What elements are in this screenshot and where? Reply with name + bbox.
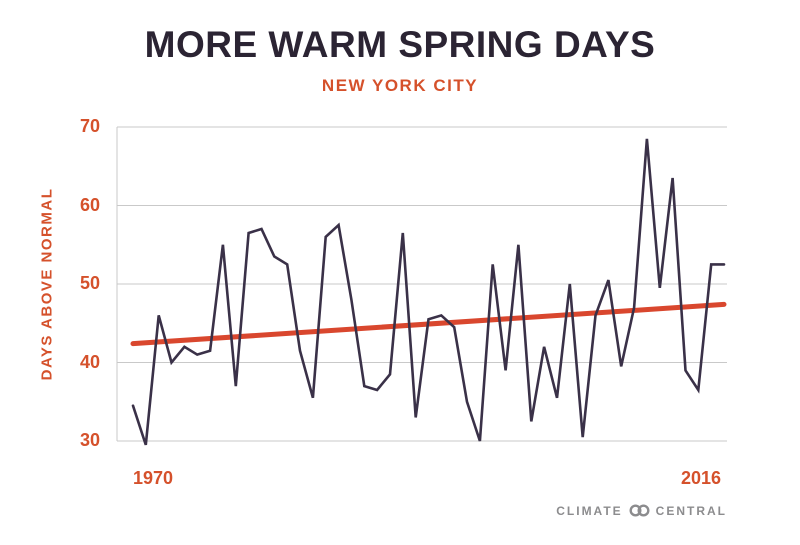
y-tick-label: 50: [79, 273, 100, 293]
climate-central-logo: CLIMATE CENTRAL: [556, 503, 727, 518]
x-axis-label-end: 2016: [681, 468, 722, 488]
logo-text-central: CENTRAL: [655, 503, 727, 518]
y-tick-label: 40: [79, 351, 100, 372]
chart-title: MORE WARM SPRING DAYS: [144, 24, 656, 65]
logo-text-climate: CLIMATE: [556, 503, 623, 518]
y-tick-label: 60: [79, 194, 100, 215]
y-tick-label: 30: [79, 430, 100, 450]
logo-rings-icon: [628, 503, 651, 518]
chart-subtitle: NEW YORK CITY: [321, 76, 479, 95]
y-tick-label: 70: [79, 116, 100, 136]
x-axis-label-start: 1970: [133, 468, 174, 488]
data-line: [131, 138, 726, 446]
